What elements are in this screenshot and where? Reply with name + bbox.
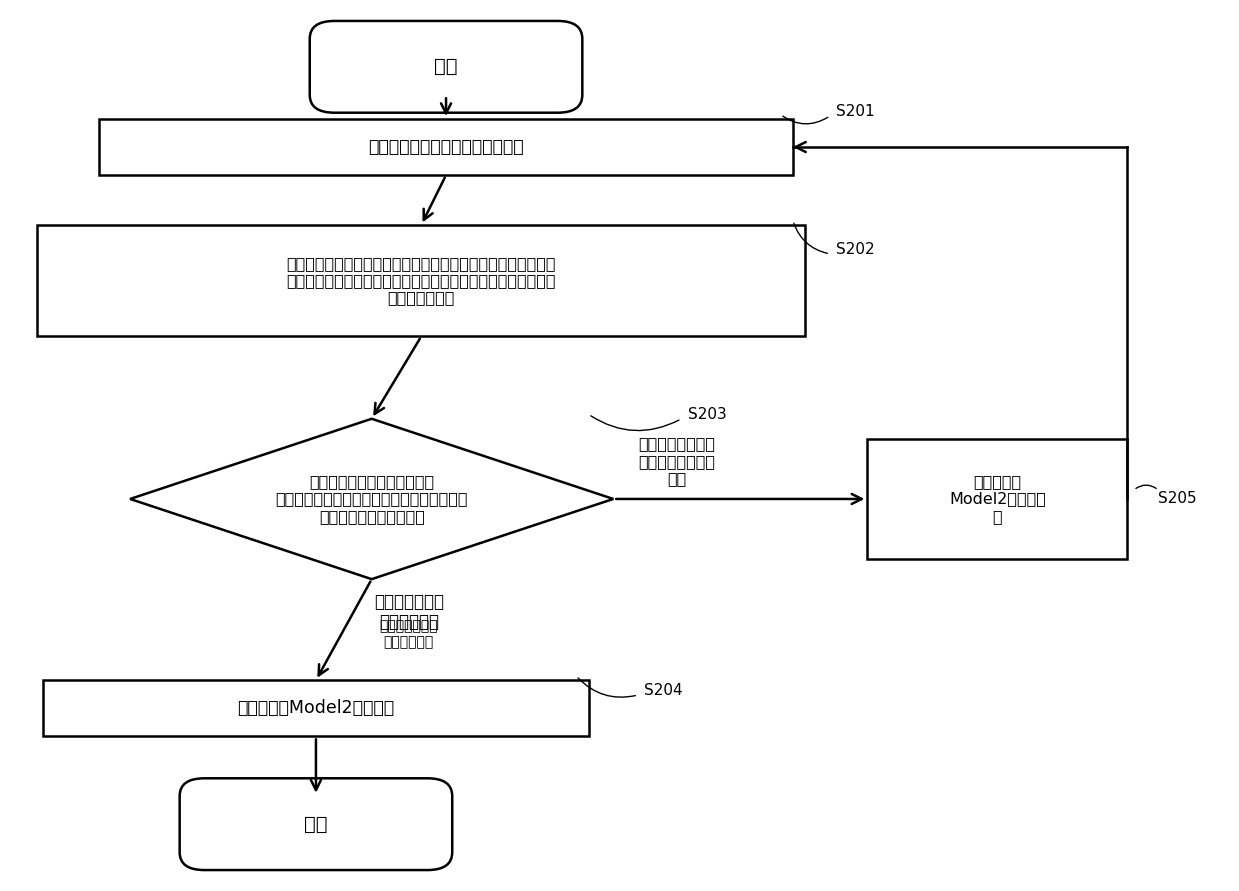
Text: S201: S201	[836, 104, 875, 119]
Text: S203: S203	[688, 407, 726, 421]
Text: 至少一个子集的平
均方差不小于预设
阈值: 至少一个子集的平 均方差不小于预设 阈值	[638, 437, 715, 486]
Text: S204: S204	[644, 683, 683, 698]
Text: 逐一将各个回波的磁共振图像的各个子集输入到第二深度神经网
络模型中，依次获取到各个回波的磁共振图像的各个子集对应的
预测磁共振定量: 逐一将各个回波的磁共振图像的各个子集输入到第二深度神经网 络模型中，依次获取到各…	[286, 256, 556, 306]
Text: S202: S202	[836, 242, 875, 257]
FancyBboxPatch shape	[43, 681, 589, 736]
Text: 结束: 结束	[305, 814, 327, 834]
Text: 调整所训练
Model2的相关参
数: 调整所训练 Model2的相关参 数	[949, 474, 1046, 524]
FancyBboxPatch shape	[37, 225, 805, 336]
Text: 获取输入训练样本与输出训练样本: 获取输入训练样本与输出训练样本	[368, 138, 524, 156]
Text: 各个平均方差均
小于预设阈值: 各个平均方差均 小于预设阈值	[374, 593, 444, 632]
FancyBboxPatch shape	[99, 119, 793, 175]
Polygon shape	[130, 419, 613, 579]
FancyBboxPatch shape	[867, 438, 1127, 560]
Text: 停止迭代，Model2训练完成: 停止迭代，Model2训练完成	[238, 699, 394, 717]
FancyBboxPatch shape	[180, 779, 452, 870]
Text: 开始: 开始	[435, 57, 457, 77]
Text: 各个平均方差均
小于预设阈值: 各个平均方差均 小于预设阈值	[379, 619, 439, 650]
Text: 分别判断各个预测磁共振定量
与输出训练样本中对应子集的磁共振定量的平
均方差是否小于预设阈值: 分别判断各个预测磁共振定量 与输出训练样本中对应子集的磁共振定量的平 均方差是否…	[275, 474, 468, 524]
FancyBboxPatch shape	[310, 20, 582, 112]
Text: S205: S205	[1158, 492, 1197, 506]
